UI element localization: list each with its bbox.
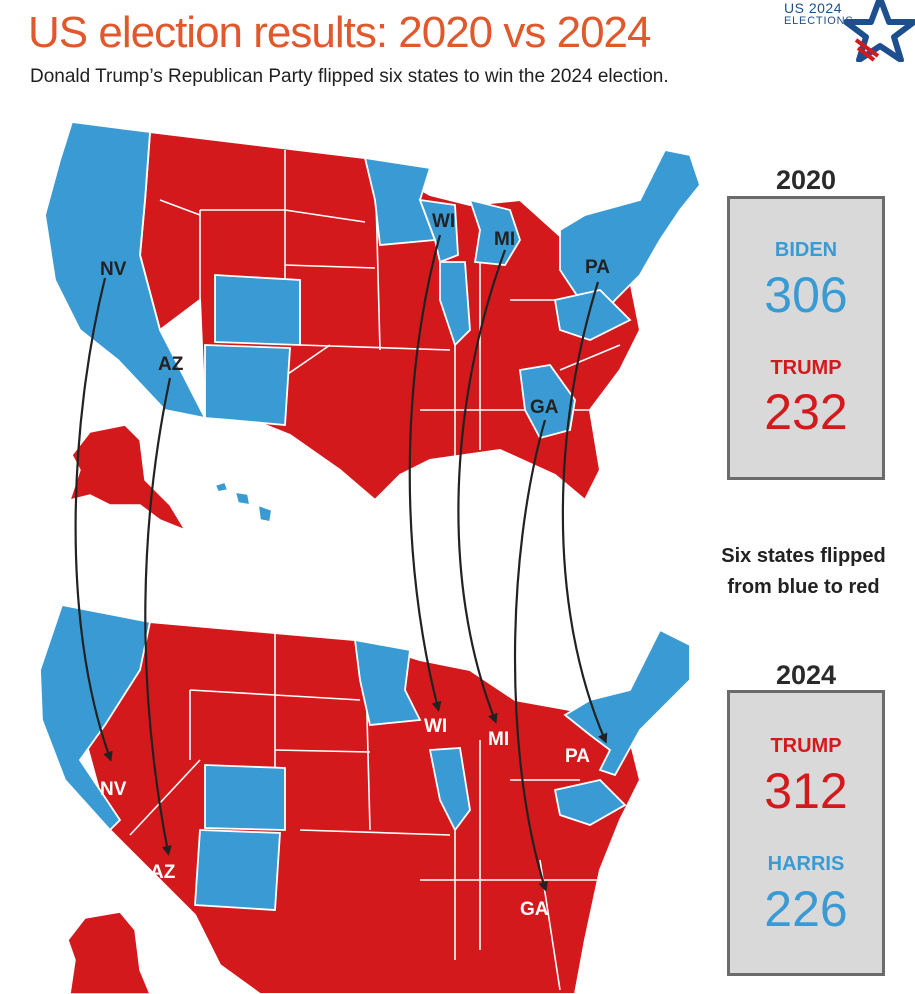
label-2024-az: AZ (150, 862, 176, 883)
alaska-2020 (68, 424, 187, 532)
page-subtitle: Donald Trump’s Republican Party flipped … (30, 66, 669, 87)
hawaii-blue-2 (233, 490, 252, 507)
hawaii-blue-3 (256, 503, 274, 524)
candidate-trump-2020-votes: 232 (764, 384, 848, 440)
flip-arrows (74, 234, 608, 892)
arrow-az (144, 377, 172, 856)
arrow-pa (561, 281, 608, 744)
us-2024-elections-logo: US 2024 ELECTIONS (772, 0, 915, 62)
state-labels-2024: NV AZ WI MI PA GA (100, 716, 590, 920)
label-2024-pa: PA (565, 746, 590, 767)
michigan-blue (468, 198, 521, 266)
colorado-blue-2024 (204, 764, 286, 831)
arrow-mi (457, 249, 507, 724)
arrow-nv (74, 277, 113, 762)
logo-text: US 2024 ELECTIONS (784, 0, 854, 28)
label-2020-pa: PA (585, 257, 610, 278)
election-maps: NV AZ WI MI PA GA NV AZ WI MI PA GA (39, 121, 700, 994)
arrow-ga (513, 419, 548, 892)
candidate-trump-2024-votes: 312 (764, 763, 848, 819)
map-2020-blue-states (44, 121, 700, 524)
results-2024-panel: TRUMP 312 HARRIS 226 (727, 690, 885, 976)
candidate-trump-2020-name: TRUMP (770, 357, 842, 379)
label-2020-ga: GA (530, 397, 559, 418)
alaska-2024 (67, 911, 151, 994)
illinois-blue (439, 261, 471, 347)
year-2024-heading: 2024 (775, 660, 837, 690)
northeast-blue-2024 (563, 628, 691, 777)
label-2024-nv: NV (100, 779, 127, 800)
minnesota-blue-2024 (353, 638, 422, 726)
label-2020-az: AZ (158, 354, 184, 375)
wisconsin-blue (418, 198, 459, 264)
flipped-states-note: Six states flipped from blue to red (692, 541, 915, 603)
colorado-blue (214, 274, 301, 346)
new-mexico-blue-2024 (194, 829, 281, 911)
logo-line2: ELECTIONS (784, 15, 854, 27)
label-2020-mi: MI (494, 229, 515, 250)
new-mexico-blue (204, 344, 291, 426)
state-labels: NV AZ WI MI PA GA (100, 211, 610, 418)
virginia-blue-2024 (553, 779, 627, 826)
illinois-blue-2024 (428, 747, 471, 832)
candidate-harris-votes: 226 (764, 881, 848, 937)
star-icon (844, 0, 915, 62)
arrow-wi (408, 234, 442, 712)
label-2024-ga: GA (520, 899, 549, 920)
map-2020 (44, 121, 700, 532)
note-line1: Six states flipped (721, 545, 886, 567)
label-2020-wi: WI (432, 211, 455, 232)
map-2024-blue-states (39, 603, 691, 911)
note-line2: from blue to red (727, 576, 880, 598)
west-coast-blue (44, 121, 207, 420)
logo-line1: US 2024 (784, 0, 842, 16)
hawaii-blue (213, 480, 230, 494)
label-2024-wi: WI (424, 716, 447, 737)
candidate-biden-votes: 306 (764, 267, 848, 323)
year-2020-heading: 2020 (775, 165, 837, 195)
candidate-biden-name: BIDEN (774, 239, 838, 261)
label-2024-mi: MI (488, 729, 509, 750)
west-coast-blue-2024 (39, 603, 152, 832)
map-2024 (39, 603, 691, 994)
page-title: US election results: 2020 vs 2024 (28, 8, 651, 57)
results-2020-panel: BIDEN 306 TRUMP 232 (727, 196, 885, 480)
label-2020-nv: NV (100, 259, 127, 280)
candidate-trump-2024-name: TRUMP (770, 735, 842, 757)
virginia-blue (553, 289, 632, 341)
georgia-blue (518, 364, 576, 440)
candidate-harris-name: HARRIS (767, 853, 845, 875)
